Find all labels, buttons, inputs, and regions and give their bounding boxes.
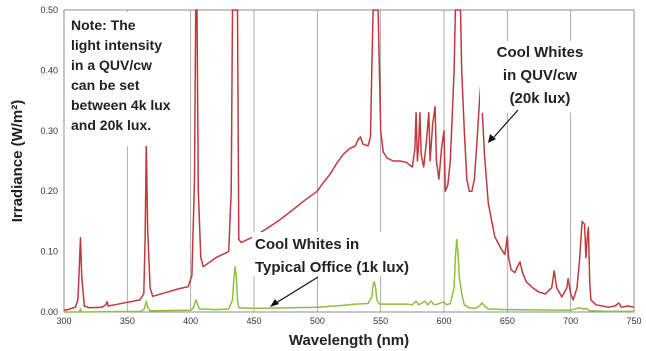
x-tick-label: 400 xyxy=(183,316,198,326)
x-tick-label: 550 xyxy=(373,316,388,326)
y-tick-label: 0.20 xyxy=(40,186,58,196)
y-tick-label: 0.10 xyxy=(40,247,58,257)
quv-annotation-line-2: in QUV/cw xyxy=(503,67,578,84)
note-line-1: Note: The xyxy=(71,17,136,33)
note-line-5: between 4k lux xyxy=(71,97,171,113)
quv-arrow-line xyxy=(493,109,519,138)
x-tick-label: 750 xyxy=(626,316,641,326)
y-tick-label: 0.00 xyxy=(40,307,58,317)
series-line-1 xyxy=(63,9,635,311)
note-line-2: light intensity xyxy=(71,37,162,53)
note-annotation: Note: The light intensity in a QUV/cw ca… xyxy=(66,12,180,146)
office-arrow-head xyxy=(270,299,279,307)
series-layer xyxy=(63,9,635,313)
y-tick-label: 0.50 xyxy=(40,5,58,15)
note-line-4: can be set xyxy=(71,77,140,93)
x-tick-label: 350 xyxy=(120,316,135,326)
y-tick-label: 0.40 xyxy=(40,65,58,75)
office-annotation: Cool Whites in Typical Office (1k lux) xyxy=(252,232,440,307)
x-tick-label: 450 xyxy=(246,316,261,326)
quv-arrow-head xyxy=(488,134,496,143)
note-line-3: in a QUV/cw xyxy=(71,57,152,73)
x-tick-label: 300 xyxy=(56,316,71,326)
x-tick-label: 650 xyxy=(500,316,515,326)
note-background xyxy=(66,12,180,146)
office-annotation-line-2: Typical Office (1k lux) xyxy=(255,259,409,276)
quv-annotation-line-3: (20k lux) xyxy=(510,90,571,107)
y-tick-label: 0.30 xyxy=(40,126,58,136)
quv-annotation-line-1: Cool Whites xyxy=(497,44,584,61)
office-annotation-line-1: Cool Whites in xyxy=(255,236,359,253)
quv-annotation: Cool Whites in QUV/cw (20k lux) xyxy=(480,41,600,143)
office-annotation-background xyxy=(252,232,440,276)
office-arrow-line xyxy=(275,276,319,304)
x-tick-label: 600 xyxy=(436,316,451,326)
x-tick-label: 700 xyxy=(563,316,578,326)
quv-annotation-background xyxy=(480,41,600,113)
series-line-2 xyxy=(64,238,634,313)
note-line-6: and 20k lux. xyxy=(71,117,151,133)
x-tick-label: 500 xyxy=(310,316,325,326)
y-axis-title: Irradiance (W/m²) xyxy=(9,100,26,223)
y-tick-labels: 0.00 0.10 0.20 0.30 0.40 0.50 xyxy=(40,5,58,317)
x-axis-title: Wavelength (nm) xyxy=(289,332,409,349)
x-tick-labels: 300 350 400 450 500 550 600 650 700 750 xyxy=(56,316,641,326)
